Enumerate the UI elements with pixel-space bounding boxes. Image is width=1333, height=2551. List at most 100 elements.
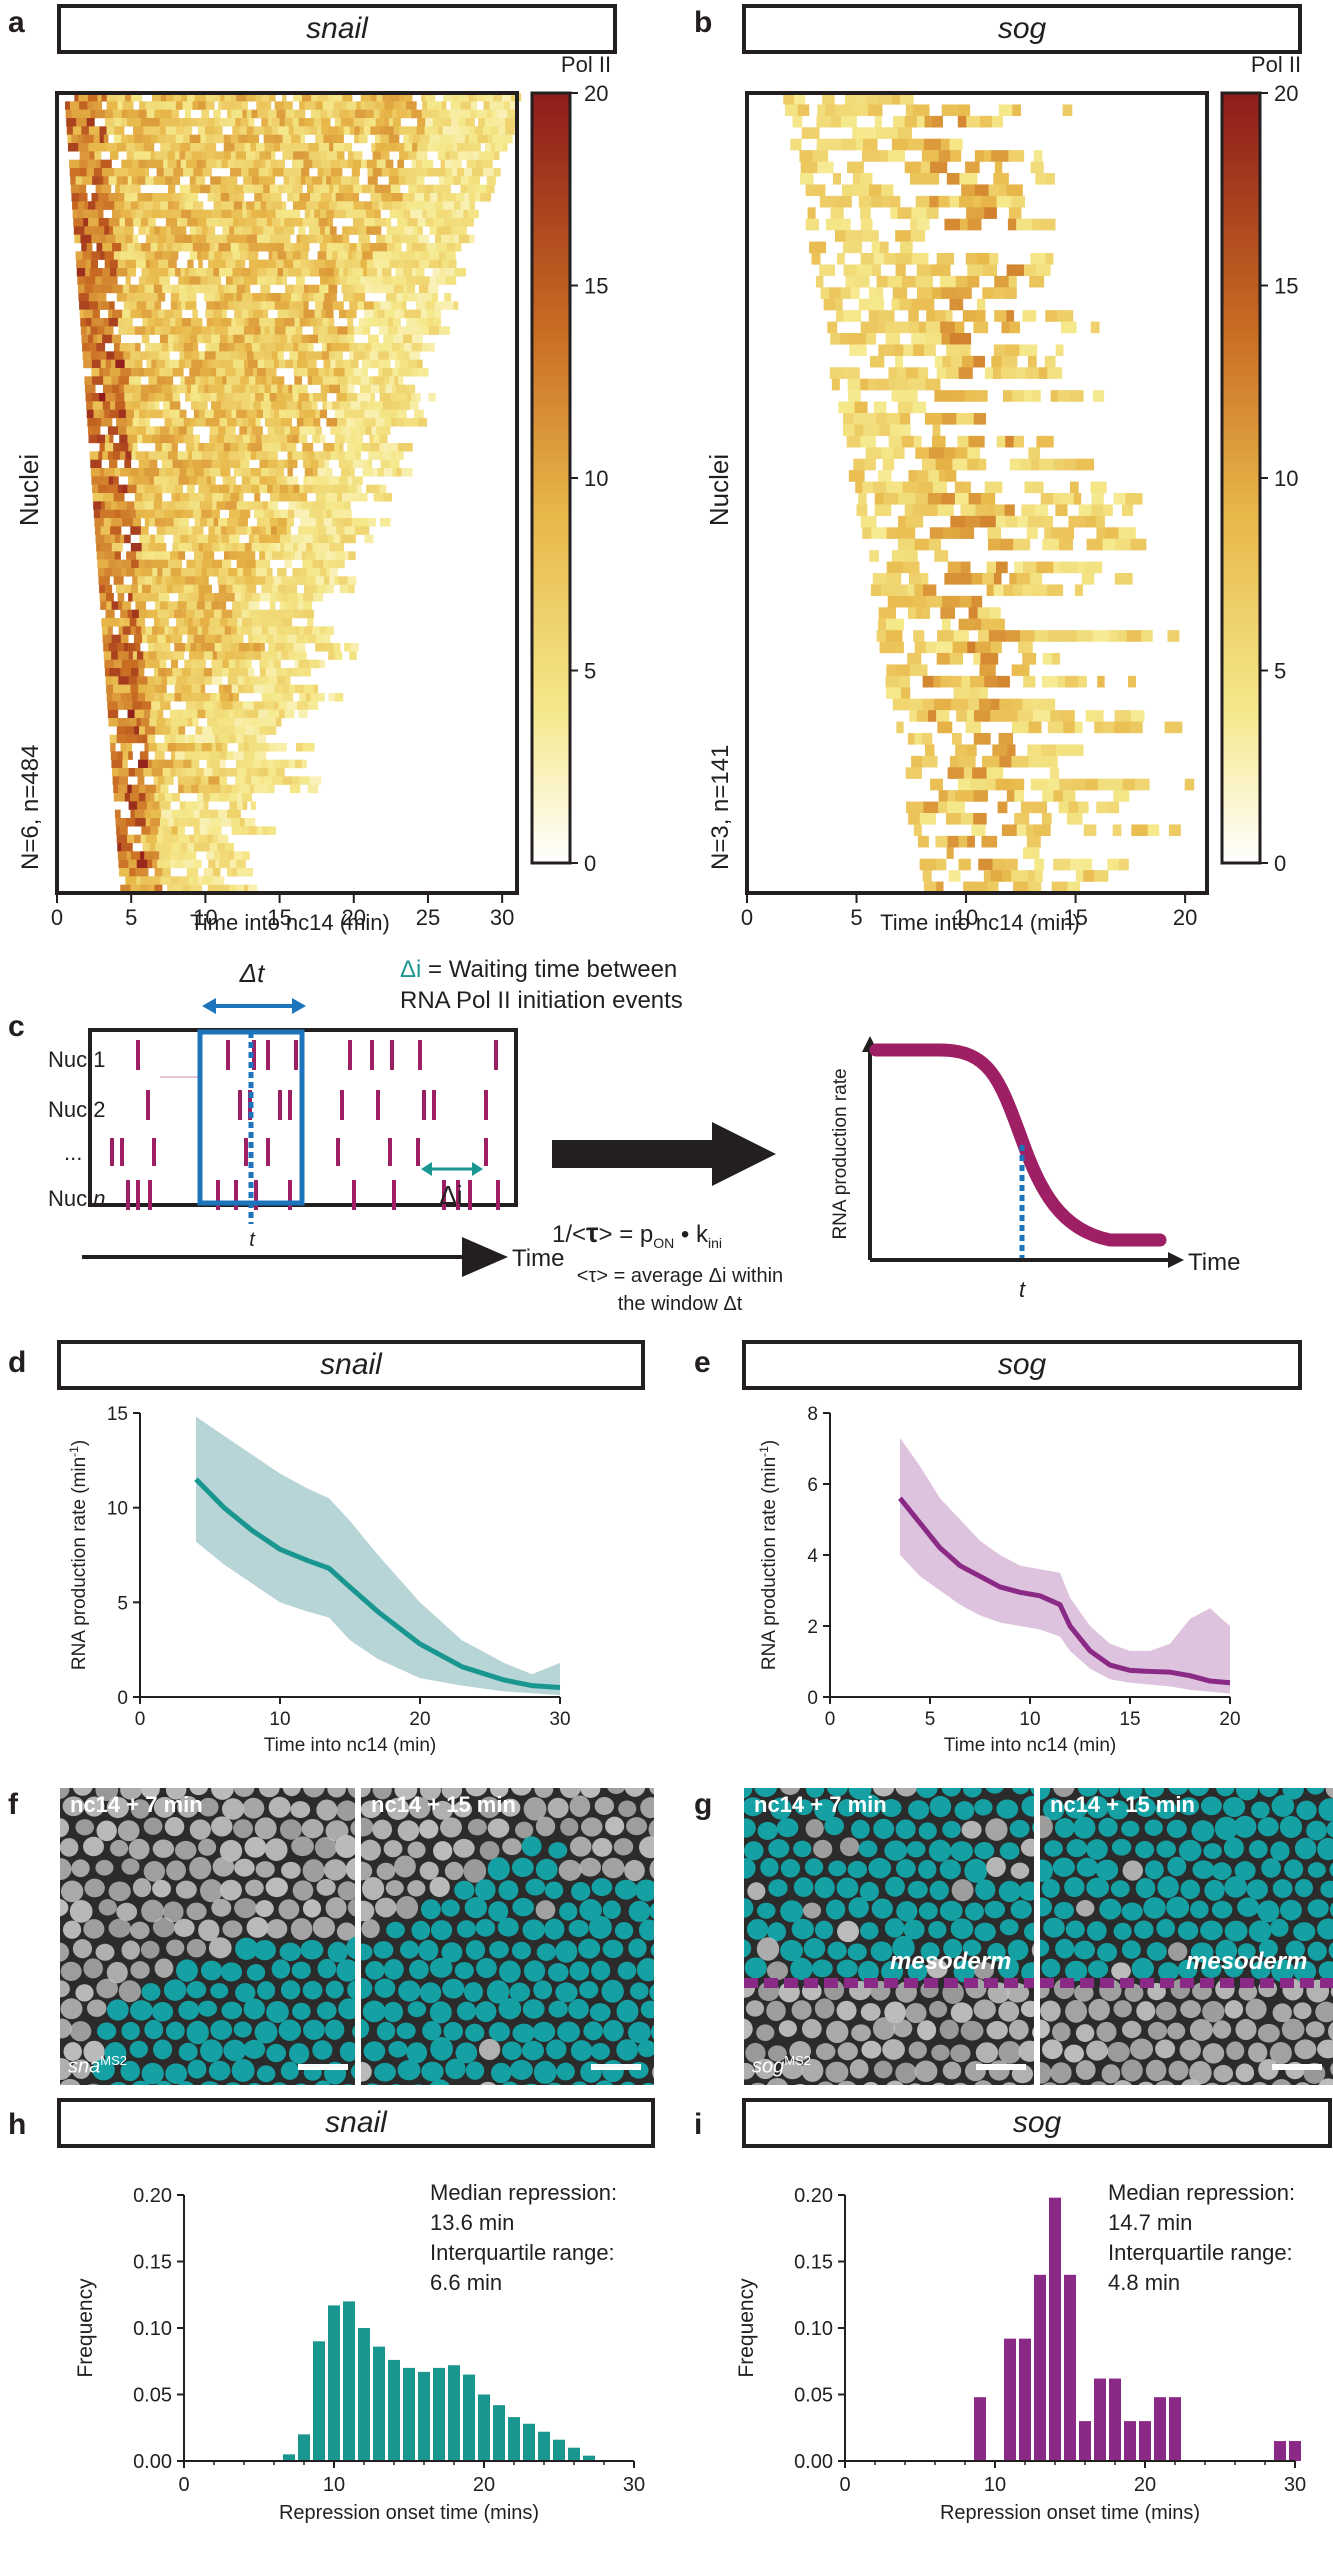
heatmap-cell <box>76 259 87 269</box>
heatmap-cell <box>298 568 308 577</box>
heatmap-cell <box>73 226 85 235</box>
heatmap-cell <box>946 367 960 379</box>
heatmap-cell <box>116 834 128 844</box>
heatmap-cell <box>233 468 242 477</box>
heatmap-cell <box>209 468 221 477</box>
heatmap-cell <box>959 527 975 539</box>
heatmap-cell <box>898 595 913 608</box>
heatmap-cell <box>257 359 265 369</box>
heatmap-cell <box>348 268 353 277</box>
nucleus-teal <box>317 1958 337 1979</box>
heatmap-cell <box>1028 881 1042 894</box>
heatmap-cell <box>1092 390 1105 402</box>
nucleus-teal <box>1030 1788 1034 1795</box>
heatmap-cell <box>961 184 976 197</box>
heatmap-cell <box>319 151 328 160</box>
heatmap-cell <box>1031 218 1041 231</box>
nucleus-teal <box>325 1980 344 1999</box>
heatmap-cell <box>263 359 269 369</box>
heatmap-cell <box>120 693 128 702</box>
heatmap-cell <box>216 159 222 169</box>
heatmap-cell <box>480 193 492 202</box>
heatmap-cell <box>358 234 370 244</box>
heatmap-cell <box>99 393 106 402</box>
heatmap-cell <box>168 343 174 352</box>
heatmap-cell <box>454 201 461 210</box>
heatmap-cell <box>198 593 206 602</box>
nucleus-teal <box>569 1961 590 1981</box>
heatmap-cell <box>168 476 179 485</box>
heatmap-cell <box>112 109 123 119</box>
heatmap-cell <box>364 534 374 544</box>
heatmap-cell <box>130 543 143 552</box>
heatmap-cell <box>316 126 322 135</box>
heatmap-cell <box>140 851 145 860</box>
heatmap-cell <box>438 176 445 185</box>
heatmap-cell <box>370 393 375 402</box>
heatmap-cell <box>105 676 112 685</box>
heatmap-cell <box>428 126 439 135</box>
heatmap-cell <box>243 276 251 285</box>
heatmap-cell <box>246 234 258 244</box>
heatmap-cell <box>119 684 131 694</box>
heatmap-cell <box>908 378 927 391</box>
heatmap-cell <box>140 218 149 227</box>
nucleus-teal <box>627 2021 651 2044</box>
heatmap-cell <box>949 298 964 311</box>
heatmap-cell <box>120 668 132 677</box>
heatmap-cell <box>894 344 904 357</box>
heatmap-cell <box>175 493 181 502</box>
heatmap-cell <box>1022 698 1033 711</box>
heatmap-cell <box>283 101 293 110</box>
heatmap-cell <box>860 321 878 334</box>
heatmap-cell <box>315 426 322 435</box>
heatmap-cell <box>288 459 298 469</box>
heatmap-cell <box>371 226 382 235</box>
heatmap-cell <box>445 268 455 277</box>
heatmap-cell <box>892 287 908 299</box>
panel-letter-f: f <box>8 1788 18 1821</box>
nucleus-gray <box>836 2000 857 2021</box>
heatmap-cell <box>162 318 171 327</box>
heatmap-cell <box>289 343 294 352</box>
heatmap-cell <box>216 651 226 660</box>
heatmap-cell <box>1083 870 1095 882</box>
heatmap-cell <box>127 134 136 144</box>
heatmap-cell <box>261 443 271 452</box>
heatmap-cell <box>231 409 237 419</box>
heatmap-cell <box>130 309 142 319</box>
heatmap-cell <box>92 309 100 319</box>
heatmap-cell <box>1001 710 1019 722</box>
heatmap-cell <box>322 643 334 652</box>
heatmap-cell <box>102 368 111 377</box>
heatmap-cell <box>142 318 149 327</box>
nucleus-teal <box>825 1899 846 1920</box>
heatmap-cell <box>238 543 246 552</box>
heatmap-cell <box>914 538 930 551</box>
heatmap-cell <box>239 193 245 202</box>
heatmap-cell <box>161 743 169 752</box>
heatmap-cell <box>156 359 166 369</box>
heatmap-cell <box>281 693 294 702</box>
heatmap-cell <box>251 109 258 119</box>
heatmap-cell <box>176 618 185 627</box>
nucleus-gray <box>75 1819 95 1836</box>
nucleus-gray <box>640 1797 654 1819</box>
heatmap-cell <box>338 343 350 352</box>
heatmap-cell <box>138 659 146 669</box>
heatmap-cell <box>209 243 215 252</box>
heatmap-cell <box>266 276 277 285</box>
heatmap-cell <box>219 543 226 552</box>
heatmap-cell <box>116 418 128 427</box>
heatmap-cell <box>203 668 213 677</box>
heatmap-cell <box>175 101 183 110</box>
heatmap-cell <box>222 451 230 460</box>
heatmap-cell <box>204 843 211 852</box>
heatmap-cell <box>897 538 916 551</box>
heatmap-cell <box>178 834 190 844</box>
heatmap-cell <box>266 634 274 644</box>
nucleus-gray <box>394 1855 416 1878</box>
heatmap-cell <box>422 326 430 335</box>
nucleus-teal <box>289 2043 310 2064</box>
heatmap-cell <box>123 351 131 360</box>
